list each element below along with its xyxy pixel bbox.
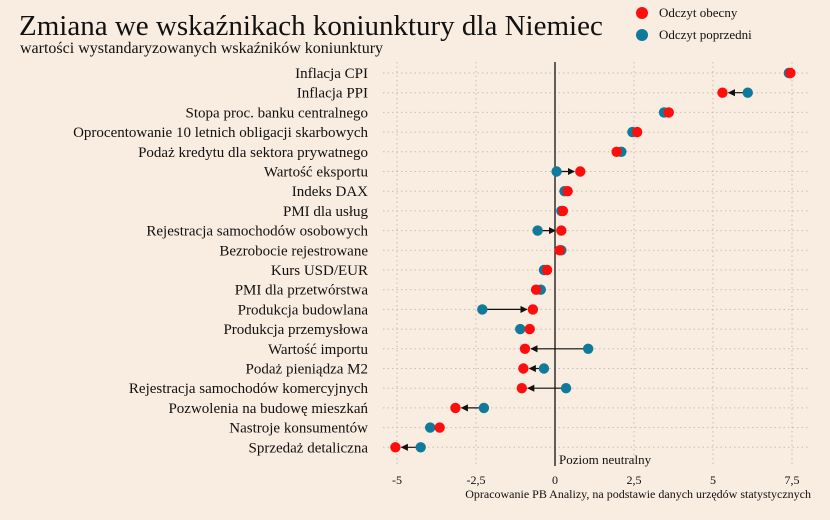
current-point (554, 245, 565, 256)
current-point (524, 323, 535, 335)
category-label: Oprocentowanie 10 letnich obligacji skar… (73, 125, 368, 141)
previous-point (415, 442, 426, 453)
legend-item-current: Odczyt obecny (636, 2, 752, 24)
category-label: Rejestracja samochodów osobowych (146, 224, 368, 240)
previous-point (477, 304, 488, 315)
legend: Odczyt obecny Odczyt poprzedni (636, 2, 752, 46)
category-label: Produkcja przemysłowa (223, 322, 368, 338)
category-label: PMI dla usług (283, 204, 369, 220)
legend-label-current: Odczyt obecny (659, 5, 738, 20)
category-label: Sprzedaż detaliczna (248, 440, 368, 456)
x-tick-label: -5 (392, 473, 402, 487)
current-point (516, 383, 528, 394)
current-point (530, 284, 542, 295)
x-tick-label: 0 (552, 473, 558, 487)
current-point (717, 87, 728, 98)
previous-point (582, 343, 594, 354)
category-label: Podaż pieniądza M2 (246, 362, 368, 378)
current-point (575, 166, 586, 177)
current-point (631, 126, 643, 138)
current-point (611, 146, 622, 157)
current-point (450, 402, 461, 414)
current-point (527, 304, 539, 315)
category-label: Podaż kredytu dla sektora prywatnego (138, 145, 368, 161)
category-label: PMI dla przetwórstwa (235, 283, 369, 299)
category-label: Bezrobocie rejestrowane (219, 243, 368, 259)
current-point (390, 442, 401, 453)
category-label: Kurs USD/EUR (271, 263, 368, 279)
category-label: Stopa proc. banku centralnego (186, 105, 368, 121)
x-tick-label: 2,5 (627, 473, 642, 487)
category-label: Indeks DAX (292, 184, 368, 200)
neutral-label: Poziom neutralny (559, 452, 652, 467)
previous-point (742, 87, 753, 98)
previous-point (551, 166, 562, 177)
category-label: Wartość eksportu (264, 165, 369, 181)
category-label: Produkcja budowlana (238, 302, 369, 318)
chart-title: Zmiana we wskaźnikach koniunktury dla Ni… (19, 10, 603, 42)
current-point (434, 422, 445, 433)
category-label: Inflacja PPI (297, 86, 368, 102)
previous-point (532, 225, 543, 236)
category-label: Pozwolenia na budowę mieszkań (168, 401, 368, 417)
previous-point (478, 402, 490, 414)
current-point (557, 205, 569, 217)
current-point (562, 186, 573, 197)
current-point (785, 67, 796, 79)
chart-subtitle: wartości wystandaryzowanych wskaźników k… (20, 40, 384, 57)
category-label: Rejestracja samochodów komercyjnych (129, 381, 369, 397)
previous-point (515, 323, 526, 335)
previous-point (424, 422, 436, 433)
x-tick-label: -2,5 (467, 473, 486, 487)
legend-marker-previous (636, 29, 648, 41)
current-point (663, 107, 674, 118)
x-tick-label: 5 (710, 473, 716, 487)
x-tick-label: 7,5 (785, 473, 800, 487)
legend-item-previous: Odczyt poprzedni (636, 24, 752, 46)
previous-point (538, 363, 550, 374)
current-point (556, 225, 567, 236)
category-label: Wartość importu (268, 342, 369, 358)
source-note: Opracowanie PB Analizy, na podstawie dan… (465, 487, 811, 501)
legend-label-previous: Odczyt poprzedni (659, 27, 752, 42)
current-point (518, 363, 529, 374)
category-label: Nastroje konsumentów (229, 421, 368, 437)
current-point (519, 343, 531, 354)
current-point (541, 264, 553, 276)
previous-point (560, 383, 572, 394)
category-label: Inflacja CPI (295, 66, 368, 82)
legend-marker-current (636, 7, 648, 19)
